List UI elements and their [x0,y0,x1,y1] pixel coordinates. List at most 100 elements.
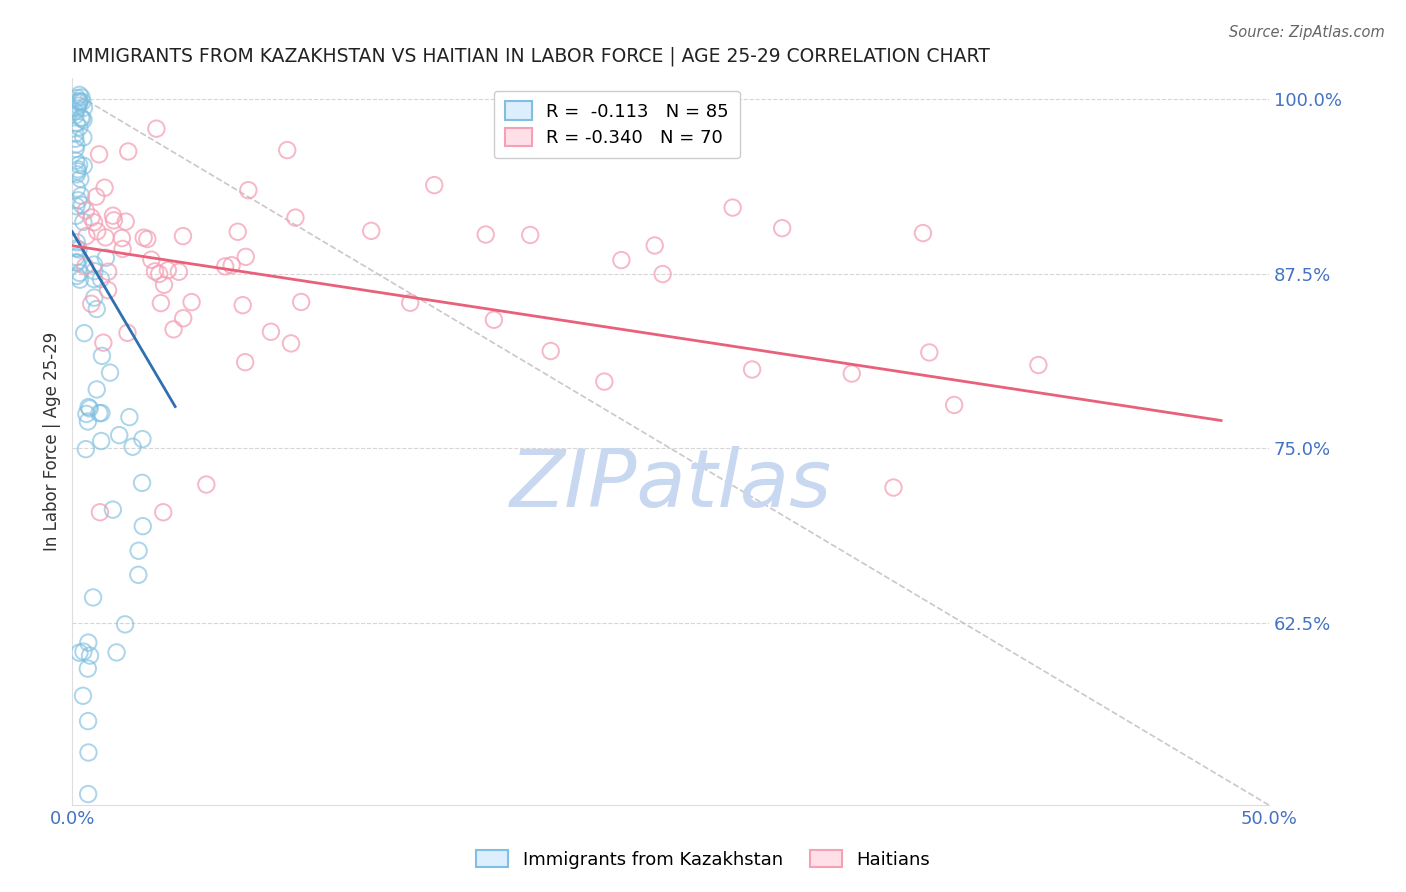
Point [67,646,90,660]
Point [73,326,96,341]
Point [66,256,89,270]
Point [1028,358,1050,372]
Point [103,213,125,227]
Point [65,127,87,141]
Text: IMMIGRANTS FROM KAZAKHSTAN VS HAITIAN IN LABOR FORCE | AGE 25-29 CORRELATION CHA: IMMIGRANTS FROM KAZAKHSTAN VS HAITIAN IN… [72,46,990,66]
Point [162,322,184,336]
Point [98,366,121,380]
Point [93,180,115,194]
Point [83,215,105,229]
Point [86,301,108,316]
Point [91,349,114,363]
Point [943,398,966,412]
Point [148,267,170,281]
Point [66,167,89,181]
Point [114,617,136,632]
Point [94,251,117,265]
Point [232,298,254,312]
Point [644,238,666,252]
Point [114,214,136,228]
Point [284,211,307,225]
Point [918,345,941,359]
Point [86,383,108,397]
Point [69,95,91,109]
Point [67,120,90,135]
Point [76,229,98,244]
Point [111,242,134,256]
Point [214,260,236,274]
Point [105,645,128,659]
Point [90,434,112,448]
Point [195,477,218,491]
Point [70,112,93,126]
Point [83,264,105,278]
Point [84,189,107,203]
Point [770,221,793,235]
Point [651,267,673,281]
Point [66,162,89,177]
Point [67,158,90,172]
Point [79,401,101,416]
Point [65,242,87,256]
Point [66,102,89,116]
Point [108,428,131,442]
Point [153,277,176,292]
Point [136,232,159,246]
Point [70,111,93,125]
Point [79,648,101,663]
Point [67,94,90,108]
Point [67,243,90,257]
Point [86,224,108,238]
Point [94,230,117,244]
Point [65,250,87,264]
Point [101,209,124,223]
Point [741,362,763,376]
Point [83,291,105,305]
Point [238,183,260,197]
Point [65,132,87,146]
Point [70,90,93,104]
Point [911,226,934,240]
Point [72,112,94,127]
Point [290,295,312,310]
Point [72,689,94,703]
Point [70,188,93,202]
Point [233,355,256,369]
Point [72,645,94,659]
Point [65,108,87,122]
Point [482,312,505,326]
Point [77,635,100,649]
Point [143,264,166,278]
Point [90,406,112,420]
Point [72,130,94,145]
Point [276,143,298,157]
Point [101,502,124,516]
Point [593,375,616,389]
Point [65,199,87,213]
Point [83,272,105,286]
Point [80,211,103,225]
Point [474,227,496,242]
Point [519,227,541,242]
Point [75,203,97,218]
Point [65,142,87,156]
Point [72,215,94,229]
Y-axis label: In Labor Force | Age 25-29: In Labor Force | Age 25-29 [44,332,60,551]
Point [141,252,163,267]
Point [65,137,87,152]
Point [77,414,100,428]
Point [117,326,139,340]
Point [399,295,422,310]
Point [131,432,153,446]
Point [87,147,110,161]
Point [67,99,90,113]
Point [65,153,87,168]
Point [90,272,112,286]
Legend: R =  -0.113   N = 85, R = -0.340   N = 70: R = -0.113 N = 85, R = -0.340 N = 70 [494,91,740,158]
Point [67,95,90,110]
Point [226,225,249,239]
Point [156,263,179,277]
Point [63,104,86,119]
Point [131,475,153,490]
Point [145,121,167,136]
